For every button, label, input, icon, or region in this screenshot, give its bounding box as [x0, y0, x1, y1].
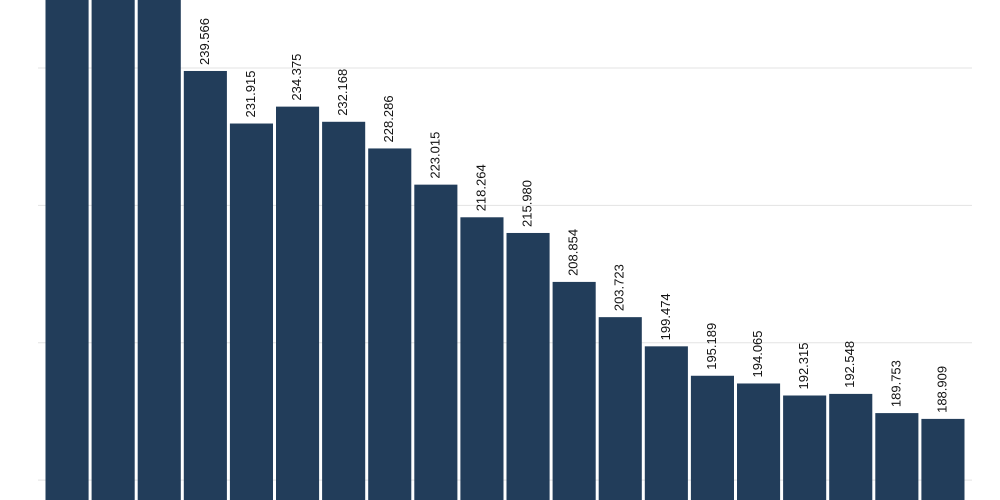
bar [875, 413, 919, 500]
bar [229, 123, 273, 500]
data-label: 189.753 [888, 360, 903, 407]
data-label: 215.980 [519, 180, 534, 227]
bar [690, 375, 734, 500]
data-label: 208.854 [566, 229, 581, 276]
bar [552, 281, 596, 500]
bar [414, 184, 458, 500]
bar [644, 346, 688, 500]
data-label: 239.566 [197, 18, 212, 65]
data-label: 192.315 [796, 343, 811, 390]
data-label: 203.723 [612, 264, 627, 311]
bar [368, 148, 412, 500]
bar [598, 317, 642, 500]
data-label: 232.168 [335, 69, 350, 116]
data-label: 195.189 [704, 323, 719, 370]
bar [460, 217, 504, 500]
data-label: 188.909 [934, 366, 949, 413]
bar [506, 232, 550, 500]
bar [829, 393, 873, 500]
bar [91, 0, 135, 500]
bar [783, 395, 827, 500]
bar [137, 0, 181, 500]
data-label: 228.286 [381, 95, 396, 142]
data-label: 199.474 [658, 293, 673, 340]
bar [322, 121, 366, 500]
data-label: 223.015 [427, 132, 442, 179]
data-label: 194.065 [750, 330, 765, 377]
data-label: 192.548 [842, 341, 857, 388]
data-label: 231.915 [243, 71, 258, 118]
bar [183, 70, 227, 500]
bar [45, 0, 89, 500]
bar [737, 383, 781, 500]
data-label: 234.375 [289, 54, 304, 101]
data-label: 218.264 [473, 164, 488, 211]
bar [276, 106, 320, 500]
bar [921, 418, 965, 500]
